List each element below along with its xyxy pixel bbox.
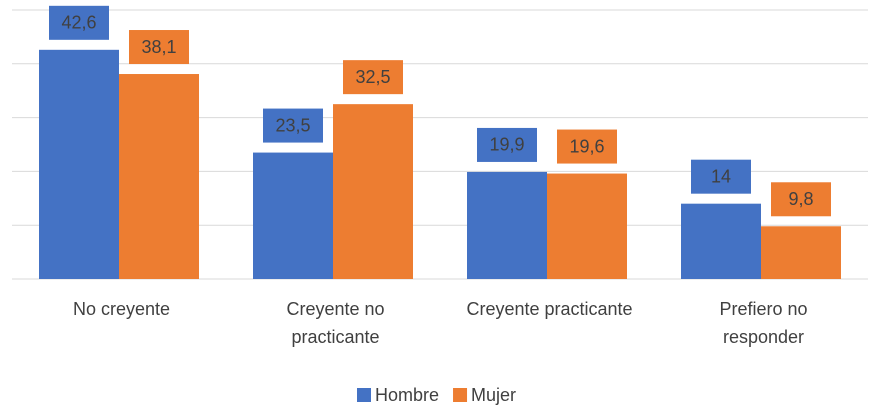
data-label: 38,1 — [141, 37, 176, 57]
bar — [681, 203, 761, 279]
data-label: 19,6 — [569, 136, 604, 156]
bar — [467, 171, 547, 279]
data-label: 23,5 — [275, 115, 310, 135]
data-label-box — [477, 127, 537, 162]
data-label-box — [771, 182, 831, 217]
legend-label: Hombre — [375, 385, 439, 405]
x-tick-label: Creyente no practicante — [286, 299, 385, 347]
data-label: 19,9 — [489, 135, 524, 155]
legend-swatch — [357, 388, 371, 402]
bar — [39, 49, 119, 280]
data-label-box — [49, 5, 109, 40]
data-label: 42,6 — [61, 13, 96, 33]
data-label-box — [263, 108, 323, 143]
data-label: 9,8 — [788, 189, 813, 209]
legend-label: Mujer — [471, 385, 516, 405]
bar — [547, 173, 627, 279]
bar — [253, 152, 333, 279]
data-label-box — [691, 159, 751, 194]
data-label-box — [343, 60, 403, 95]
bar — [761, 226, 841, 279]
data-label-box — [129, 30, 189, 65]
data-label-box — [557, 129, 617, 164]
data-label: 32,5 — [355, 67, 390, 87]
bar — [119, 74, 199, 279]
legend-swatch — [453, 388, 468, 402]
bar — [333, 104, 413, 280]
x-tick-label: No creyente — [72, 299, 171, 319]
x-tick-label: Prefiero no responder — [719, 299, 808, 347]
data-label: 14 — [711, 166, 731, 186]
x-tick-label: Creyente practicante — [466, 299, 633, 319]
